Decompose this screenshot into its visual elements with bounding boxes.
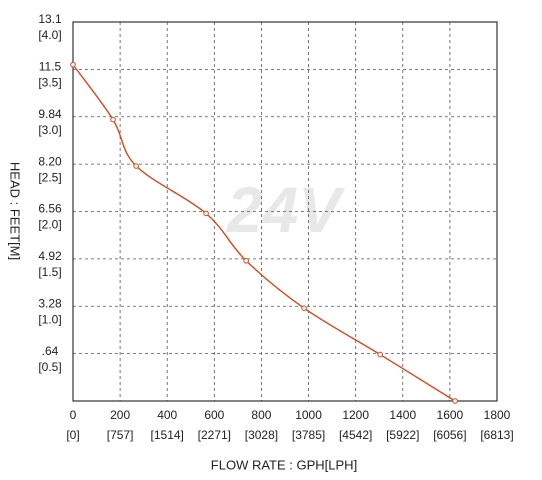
x-tick-label: [2271] xyxy=(198,428,231,442)
y-tick-label: 4.92 xyxy=(38,249,62,263)
x-tick-label: [4542] xyxy=(339,428,372,442)
watermark: 24V xyxy=(226,174,346,246)
data-point xyxy=(243,257,249,264)
x-tick-label: 1000 xyxy=(295,408,322,422)
x-tick-label: [757] xyxy=(107,428,134,442)
x-tick-label: [3785] xyxy=(292,428,325,442)
x-axis-title: FLOW RATE : GPH[LPH] xyxy=(211,457,357,472)
x-tick-label: [6813] xyxy=(480,428,513,442)
x-tick-label: [6056] xyxy=(433,428,466,442)
y-tick-label: 6.56 xyxy=(38,202,62,216)
x-tick-label: 0 xyxy=(70,408,77,422)
x-tick-label: [0] xyxy=(66,428,79,442)
plot-frame xyxy=(72,21,498,402)
data-point xyxy=(452,398,458,404)
y-axis-title: HEAD : FEET[M] xyxy=(8,162,23,260)
x-tick-label: 1600 xyxy=(437,408,464,422)
y-tick-label: [3.0] xyxy=(38,123,61,137)
y-tick-label: [1.5] xyxy=(38,265,61,279)
y-tick-label: [0.5] xyxy=(38,360,61,374)
y-tick-label: 3.28 xyxy=(38,296,62,310)
data-point xyxy=(203,210,209,217)
y-tick-label: .64 xyxy=(42,344,59,358)
y-tick-label: 11.5 xyxy=(39,60,62,74)
y-tick-label: [3.5] xyxy=(38,76,61,90)
y-tick-label: 9.84 xyxy=(38,107,62,121)
x-tick-label: 1800 xyxy=(484,408,511,422)
data-point xyxy=(70,61,76,68)
x-tick-label: [5922] xyxy=(386,428,419,442)
x-tick-label: 1200 xyxy=(342,408,369,422)
x-tick-label: 200 xyxy=(110,408,130,422)
data-point xyxy=(110,116,116,123)
y-tick-label: 8.20 xyxy=(38,154,62,168)
data-point xyxy=(301,305,307,311)
y-tick-label: [4.0] xyxy=(38,28,61,42)
data-point xyxy=(133,163,139,169)
x-tick-label: [1514] xyxy=(151,428,184,442)
x-tick-label: 400 xyxy=(157,408,177,422)
y-tick-label: [2.5] xyxy=(38,170,61,184)
y-tick-label: 13.1 xyxy=(38,12,62,26)
y-tick-label: [1.0] xyxy=(38,312,61,326)
x-tick-label: 800 xyxy=(251,408,271,422)
data-point xyxy=(377,351,383,358)
x-tick-label: 1400 xyxy=(389,408,416,422)
x-tick-label: [3028] xyxy=(245,428,278,442)
x-tick-label: 600 xyxy=(204,408,224,422)
y-tick-label: [2.0] xyxy=(38,218,61,232)
